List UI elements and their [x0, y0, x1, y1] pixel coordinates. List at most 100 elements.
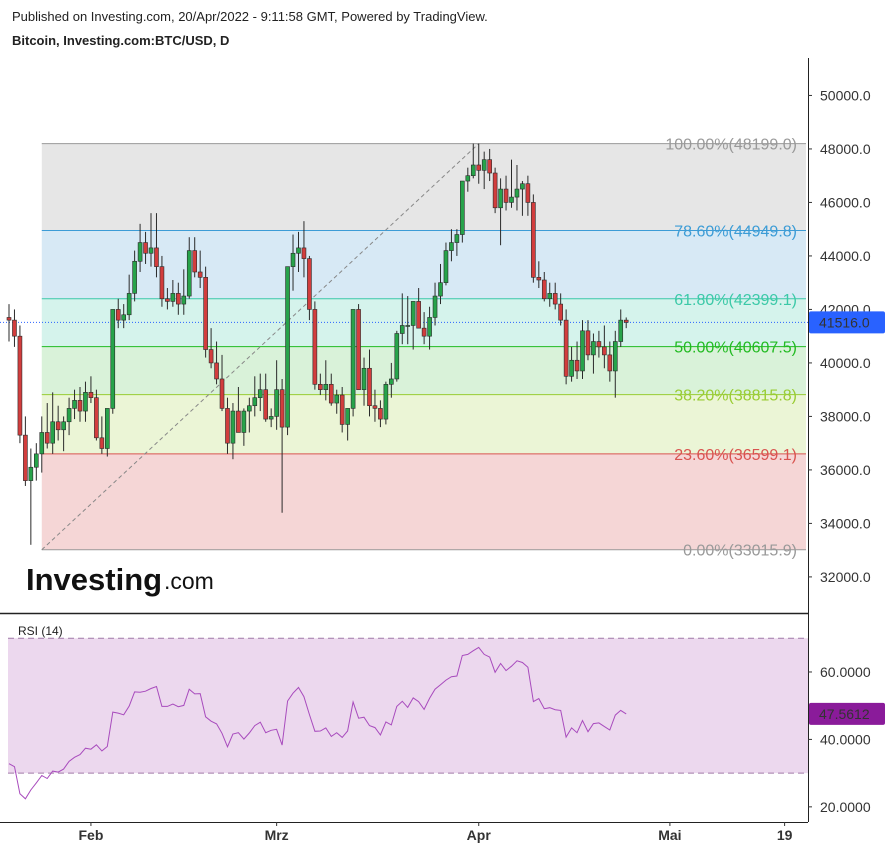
- candle: [345, 408, 350, 441]
- candle: [356, 304, 361, 390]
- candle-body-up: [105, 408, 110, 449]
- candle-body-down: [192, 250, 198, 273]
- candle: [197, 250, 203, 289]
- candle: [230, 403, 236, 460]
- fib-level-label: 0.00%(33015.9): [683, 543, 797, 560]
- candle-body-up: [296, 247, 301, 254]
- candle: [405, 296, 411, 345]
- candle: [94, 389, 99, 441]
- candle-body-up: [66, 408, 72, 423]
- rsi-axis-label: 40.0000: [820, 731, 871, 747]
- candle: [28, 448, 34, 545]
- candle-body-up: [241, 410, 247, 433]
- candle-body-down: [563, 319, 569, 377]
- time-axis[interactable]: Feb Mrz Apr Mai 19: [78, 822, 793, 843]
- last-price-tag: 41516.0: [809, 311, 885, 334]
- candle: [416, 288, 421, 329]
- candle: [99, 416, 105, 454]
- price-axis[interactable]: 32000.034000.036000.038000.040000.042000…: [808, 87, 871, 585]
- candle: [241, 408, 247, 446]
- candle: [394, 330, 400, 382]
- fibonacci-labels: 100.00%(48199.0) 78.60%(44949.8) 61.80%(42…: [665, 137, 797, 560]
- candle: [591, 333, 596, 374]
- candle: [219, 354, 225, 412]
- candle-body-up: [454, 234, 460, 243]
- candle-body-down: [236, 410, 241, 433]
- rsi-pane-title: RSI (14): [18, 624, 63, 638]
- candle-body-down: [492, 172, 498, 209]
- candle: [552, 282, 558, 310]
- candle: [34, 443, 39, 481]
- candle: [154, 213, 159, 278]
- investing-logo: Investing .com: [26, 562, 214, 597]
- candle: [318, 373, 323, 396]
- candle-body-up: [547, 293, 553, 300]
- price-axis-label: 34000.0: [820, 515, 871, 531]
- fib-level-label: 23.60%(36599.1): [674, 447, 797, 464]
- candle-body-up: [257, 389, 263, 398]
- candle-body-up: [252, 397, 258, 407]
- candle: [61, 416, 66, 452]
- candle-body-down: [536, 277, 542, 281]
- candle: [492, 167, 498, 214]
- price-axis-label: 36000.0: [820, 462, 871, 478]
- candle: [443, 242, 449, 286]
- candle-body-down: [367, 367, 372, 407]
- candle-body-up: [148, 247, 154, 254]
- candle: [574, 341, 580, 379]
- price-axis-label: 38000.0: [820, 408, 871, 424]
- candle-body-down: [301, 247, 307, 259]
- candle-body-up: [591, 341, 596, 356]
- candle-body-up: [72, 400, 77, 409]
- candle-body-up: [432, 295, 438, 318]
- candle-body-up: [61, 421, 66, 431]
- rsi-indicator: [8, 637, 808, 800]
- rsi-axis[interactable]: 20.0000 40.0000 60.0000: [808, 664, 871, 815]
- candle: [285, 266, 290, 436]
- candle-body-down: [318, 384, 323, 390]
- candle-body-down: [552, 293, 558, 305]
- candle-body-up: [50, 421, 55, 444]
- candle: [449, 229, 454, 262]
- candle-body-down: [372, 405, 378, 409]
- candle-body-up: [427, 317, 432, 337]
- candle-body-up: [230, 410, 236, 444]
- candle-body-down: [421, 327, 427, 337]
- candle-body-down: [525, 183, 531, 203]
- rsi-last-value: 47.5612: [819, 706, 870, 722]
- candle: [132, 250, 137, 302]
- candle: [186, 237, 192, 299]
- rsi-line: [8, 646, 627, 800]
- candle-body-up: [361, 367, 367, 390]
- fib-zone: [41, 453, 807, 550]
- candle: [361, 357, 367, 406]
- candle: [247, 397, 252, 433]
- candle: [618, 309, 624, 347]
- candle-body-down: [94, 397, 99, 439]
- candle-body-up: [410, 301, 416, 326]
- candle: [389, 362, 394, 398]
- candle-body-down: [596, 341, 602, 348]
- candle-body-up: [569, 359, 574, 377]
- candle: [547, 282, 553, 307]
- candle: [274, 360, 279, 430]
- candle: [148, 213, 154, 267]
- fib-level-label: 78.60%(44949.8): [674, 224, 797, 241]
- candle: [569, 346, 574, 382]
- candle: [6, 304, 12, 342]
- last-price-tag-bg: [809, 311, 885, 334]
- candle: [55, 405, 61, 441]
- candle-body-down: [558, 303, 563, 321]
- candle-body-up: [137, 242, 143, 262]
- price-axis-label: 50000.0: [820, 87, 871, 103]
- candle: [290, 234, 296, 291]
- candle-body-down: [6, 317, 12, 321]
- price-axis-label: 48000.0: [820, 141, 871, 157]
- time-axis-label: Mai: [658, 827, 681, 843]
- candle-body-down: [574, 359, 580, 372]
- candle-body-down: [225, 408, 230, 444]
- candle: [438, 263, 443, 305]
- candle-body-up: [618, 319, 624, 342]
- fib-level-label: 38.20%(38815.8): [674, 388, 797, 405]
